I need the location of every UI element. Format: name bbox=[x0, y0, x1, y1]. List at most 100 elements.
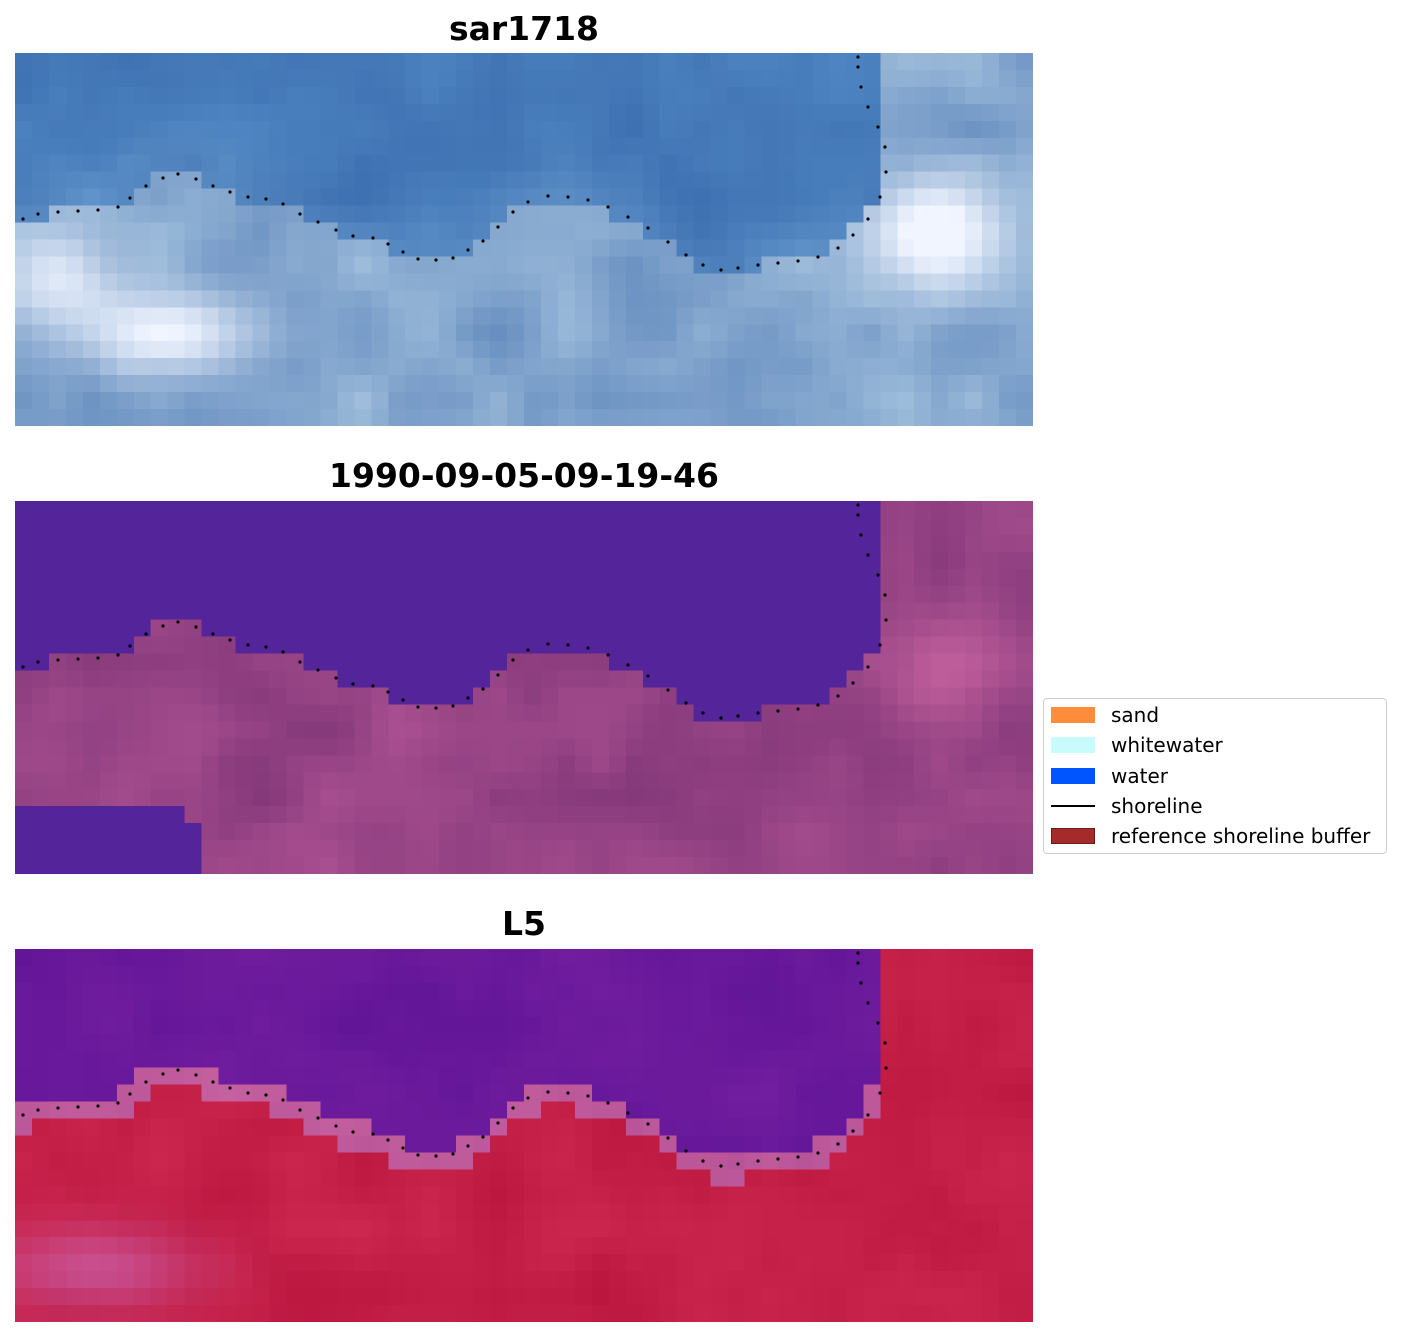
shoreline-point bbox=[866, 665, 870, 669]
shoreline-point bbox=[736, 1162, 740, 1166]
shoreline-point bbox=[701, 711, 705, 715]
shoreline-point bbox=[859, 85, 863, 89]
shoreline-point bbox=[466, 1144, 470, 1148]
shoreline-point bbox=[416, 257, 420, 261]
shoreline-point bbox=[626, 215, 630, 219]
shoreline-point bbox=[859, 533, 863, 537]
legend-item-sand: sand bbox=[1051, 703, 1381, 727]
shoreline-point bbox=[96, 656, 100, 660]
shoreline-point bbox=[161, 624, 165, 628]
shoreline-point bbox=[281, 650, 285, 654]
shoreline-point bbox=[796, 1155, 800, 1159]
shoreline-point bbox=[176, 1068, 180, 1072]
shoreline-point bbox=[316, 220, 320, 224]
legend-label-water: water bbox=[1111, 764, 1168, 788]
shoreline-point bbox=[586, 198, 590, 202]
shoreline-point bbox=[116, 653, 120, 657]
legend-label-shoreline: shoreline bbox=[1111, 794, 1203, 818]
shoreline-point bbox=[796, 707, 800, 711]
raster-pixels bbox=[15, 53, 1033, 426]
legend: sand whitewater water shoreline referenc… bbox=[1043, 698, 1387, 854]
shoreline-point bbox=[526, 1096, 530, 1100]
shoreline-point bbox=[481, 1135, 485, 1139]
shoreline-point bbox=[281, 202, 285, 206]
shoreline-point bbox=[736, 714, 740, 718]
sand-swatch bbox=[1051, 707, 1095, 723]
shoreline-point bbox=[298, 212, 302, 216]
shoreline-point bbox=[856, 503, 860, 507]
classified-image-panel bbox=[15, 501, 1033, 874]
panel-title-date: 1990-09-05-09-19-46 bbox=[329, 456, 719, 495]
shoreline-point bbox=[684, 701, 688, 705]
shoreline-point bbox=[756, 711, 760, 715]
shoreline-point bbox=[719, 716, 723, 720]
legend-label-reference-buffer: reference shoreline buffer bbox=[1111, 824, 1371, 848]
shoreline-point bbox=[76, 209, 80, 213]
shoreline-point bbox=[56, 658, 60, 662]
shoreline-point bbox=[351, 234, 355, 238]
shoreline-point bbox=[334, 1124, 338, 1128]
shoreline-point bbox=[371, 684, 375, 688]
shoreline-point bbox=[176, 620, 180, 624]
panel-title-sar1718: sar1718 bbox=[448, 9, 600, 48]
classified-image bbox=[15, 501, 1033, 874]
legend-label-sand: sand bbox=[1111, 703, 1160, 727]
shoreline-point bbox=[866, 1001, 870, 1005]
shoreline-point bbox=[316, 1116, 320, 1120]
shoreline-point bbox=[194, 1073, 198, 1077]
shoreline-point bbox=[128, 1092, 132, 1096]
shoreline-point bbox=[144, 632, 148, 636]
shoreline-point bbox=[246, 1091, 250, 1095]
shoreline-point bbox=[866, 217, 870, 221]
shoreline-point bbox=[876, 1021, 880, 1025]
shoreline-point bbox=[434, 706, 438, 710]
legend-label-whitewater: whitewater bbox=[1111, 733, 1223, 757]
shoreline-point bbox=[434, 1154, 438, 1158]
shoreline-point bbox=[526, 200, 530, 204]
shoreline-point bbox=[161, 176, 165, 180]
shoreline-point bbox=[876, 573, 880, 577]
shoreline-point bbox=[264, 1093, 268, 1097]
shoreline-point bbox=[334, 228, 338, 232]
shoreline-point bbox=[144, 1080, 148, 1084]
shoreline-point bbox=[386, 242, 390, 246]
shoreline-point bbox=[606, 1101, 610, 1105]
shoreline-point bbox=[646, 226, 650, 230]
shoreline-line-swatch bbox=[1051, 805, 1095, 807]
shoreline-point bbox=[481, 239, 485, 243]
shoreline-dots bbox=[21, 503, 888, 720]
shoreline-point bbox=[144, 184, 148, 188]
shoreline-point bbox=[606, 653, 610, 657]
shoreline-point bbox=[228, 190, 232, 194]
shoreline-point bbox=[859, 981, 863, 985]
shoreline-point bbox=[756, 263, 760, 267]
shoreline-point bbox=[334, 676, 338, 680]
shoreline-point bbox=[281, 1098, 285, 1102]
shoreline-point bbox=[416, 1153, 420, 1157]
shoreline-point bbox=[546, 642, 550, 646]
shoreline-point bbox=[666, 240, 670, 244]
shoreline-point bbox=[264, 197, 268, 201]
shoreline-point bbox=[176, 172, 180, 176]
shoreline-point bbox=[511, 1106, 515, 1110]
shoreline-point bbox=[756, 1159, 760, 1163]
shoreline-point bbox=[566, 1091, 570, 1095]
shoreline-point bbox=[228, 638, 232, 642]
shoreline-point bbox=[194, 177, 198, 181]
shoreline-point bbox=[76, 657, 80, 661]
shoreline-point bbox=[606, 205, 610, 209]
shoreline-point bbox=[116, 205, 120, 209]
shoreline-point bbox=[776, 709, 780, 713]
shoreline-point bbox=[866, 105, 870, 109]
shoreline-point bbox=[386, 1138, 390, 1142]
shoreline-point bbox=[856, 65, 860, 69]
shoreline-point bbox=[194, 625, 198, 629]
shoreline-point bbox=[351, 682, 355, 686]
shoreline-point bbox=[298, 1108, 302, 1112]
panel-title-l5: L5 bbox=[502, 904, 546, 943]
shoreline-point bbox=[866, 553, 870, 557]
legend-item-water: water bbox=[1051, 764, 1381, 788]
shoreline-point bbox=[496, 673, 500, 677]
shoreline-point bbox=[21, 217, 25, 221]
shoreline-point bbox=[36, 212, 40, 216]
